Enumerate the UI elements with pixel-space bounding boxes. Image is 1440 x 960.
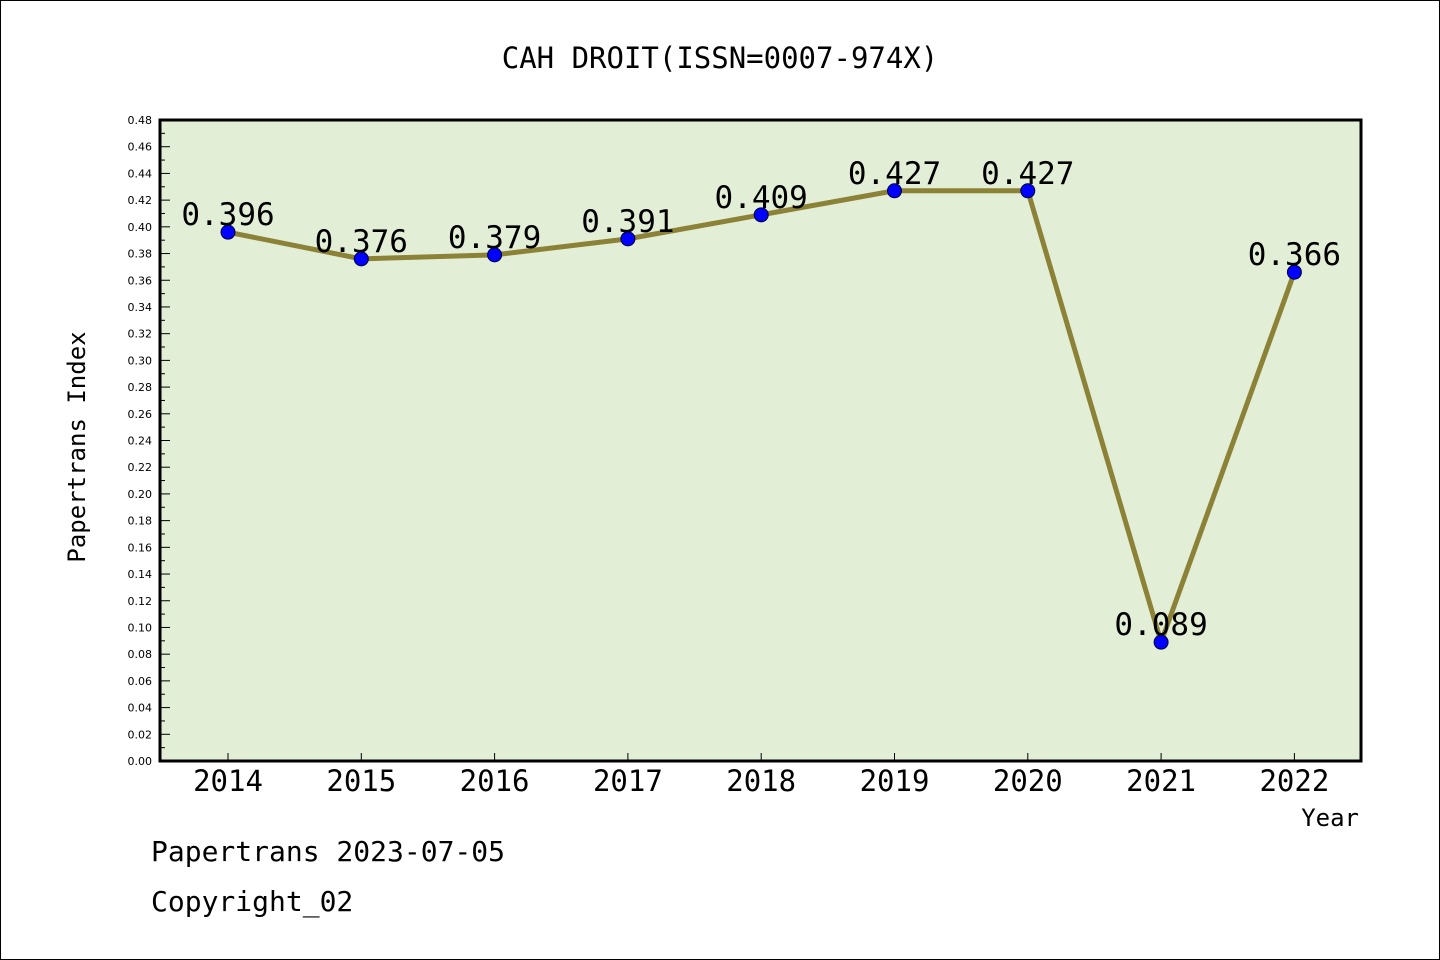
chart-title: CAH DROIT(ISSN=0007-974X) bbox=[502, 41, 939, 75]
y-tick-label: 0.20 bbox=[128, 488, 153, 501]
data-label: 0.396 bbox=[181, 197, 274, 233]
x-axis: 2014 2015 2016 2017 2018 2019 2020 2021 2022 bbox=[193, 753, 1329, 798]
y-tick-label: 0.14 bbox=[128, 568, 153, 581]
y-tick-label: 0.48 bbox=[128, 114, 153, 127]
x-tick-label: 2017 bbox=[593, 764, 663, 798]
x-tick-label: 2022 bbox=[1259, 764, 1329, 798]
data-point bbox=[353, 251, 369, 267]
x-tick-label: 2014 bbox=[193, 764, 263, 798]
footer-copyright: Copyright_02 bbox=[151, 885, 354, 918]
y-axis-label: Papertrans Index bbox=[63, 331, 91, 562]
y-tick-label: 0.06 bbox=[128, 675, 153, 688]
data-label: 0.409 bbox=[715, 180, 808, 216]
y-tick-label: 0.10 bbox=[128, 621, 153, 634]
data-label: 0.376 bbox=[315, 224, 408, 260]
y-tick-label: 0.26 bbox=[128, 408, 153, 421]
data-point bbox=[887, 183, 902, 199]
y-tick-label: 0.12 bbox=[128, 595, 153, 608]
y-tick-label: 0.38 bbox=[128, 248, 153, 261]
y-tick-label: 0.28 bbox=[128, 381, 153, 394]
y-tick-label: 0.24 bbox=[128, 435, 153, 448]
data-point bbox=[1020, 183, 1036, 199]
y-tick-label: 0.36 bbox=[128, 274, 153, 287]
data-point bbox=[487, 247, 503, 263]
x-tick-label: 2018 bbox=[726, 764, 796, 798]
data-point bbox=[753, 207, 769, 223]
x-tick-label: 2020 bbox=[993, 764, 1063, 798]
data-point bbox=[620, 231, 636, 247]
y-tick-label: 0.02 bbox=[128, 728, 153, 741]
y-tick-label: 0.46 bbox=[128, 141, 153, 154]
y-tick-label: 0.16 bbox=[128, 541, 153, 554]
y-axis: 0.00 0.02 0.04 0.06 0.08 0.10 0.12 0.14 0.16 0.18… bbox=[128, 114, 170, 768]
y-tick-label: 0.08 bbox=[128, 648, 153, 661]
series-papertrans-index: 0.396 0.376 0.379 0.391 0.409 0.427 0.427 0.089… bbox=[181, 156, 1341, 650]
data-label: 0.089 bbox=[1114, 607, 1207, 643]
x-tick-label: 2016 bbox=[460, 764, 530, 798]
footer-source: Papertrans 2023-07-05 bbox=[151, 835, 506, 868]
y-tick-label: 0.40 bbox=[128, 221, 153, 234]
y-tick-label: 0.42 bbox=[128, 194, 153, 207]
x-tick-label: 2015 bbox=[326, 764, 396, 798]
y-tick-label: 0.44 bbox=[128, 167, 153, 180]
y-tick-label: 0.18 bbox=[128, 515, 153, 528]
y-tick-label: 0.30 bbox=[128, 354, 153, 367]
data-label: 0.427 bbox=[981, 156, 1074, 192]
data-label: 0.391 bbox=[581, 204, 674, 240]
x-tick-label: 2019 bbox=[860, 764, 930, 798]
data-point bbox=[1286, 264, 1302, 280]
data-label: 0.366 bbox=[1248, 237, 1341, 273]
data-point bbox=[1153, 634, 1169, 650]
y-tick-label: 0.00 bbox=[128, 755, 153, 768]
x-tick-label: 2021 bbox=[1126, 764, 1196, 798]
y-tick-label: 0.22 bbox=[128, 461, 153, 474]
x-axis-label: Year bbox=[1301, 804, 1359, 832]
y-tick-label: 0.32 bbox=[128, 328, 153, 341]
plot-area bbox=[158, 118, 1363, 763]
data-label: 0.379 bbox=[448, 220, 541, 256]
data-label: 0.427 bbox=[848, 156, 941, 192]
data-point bbox=[220, 224, 236, 240]
y-tick-label: 0.34 bbox=[128, 301, 153, 314]
y-tick-label: 0.04 bbox=[128, 702, 153, 715]
